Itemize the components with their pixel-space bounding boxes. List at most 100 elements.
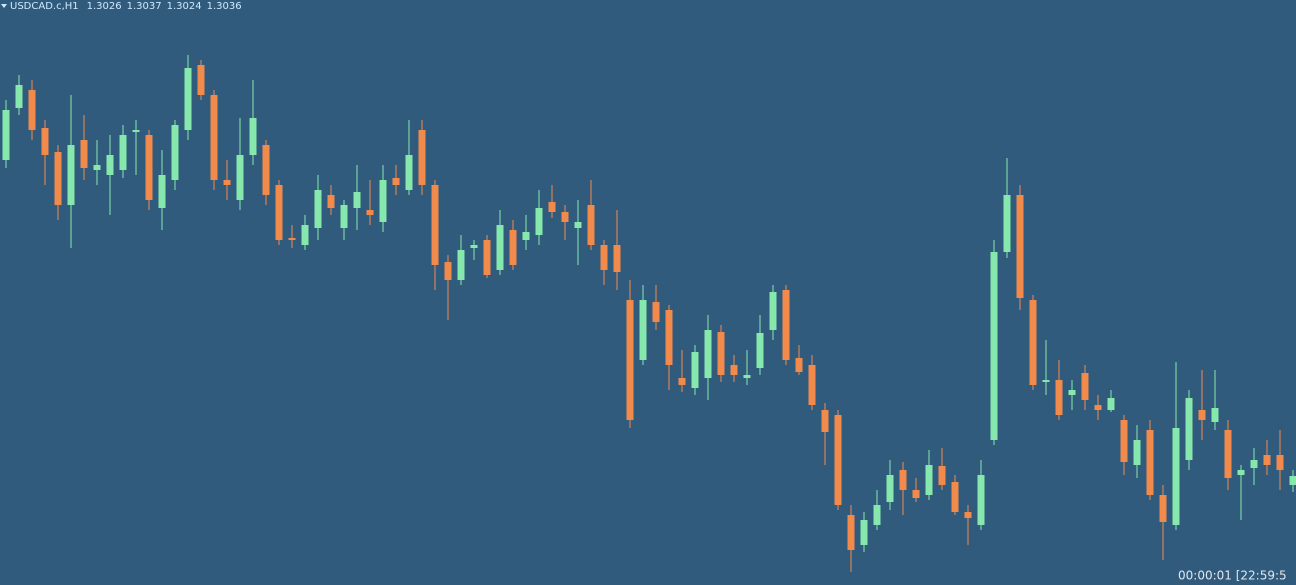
candle-body bbox=[665, 310, 673, 365]
candle-body bbox=[834, 415, 842, 505]
candle-body bbox=[782, 290, 790, 360]
header-value: 1.3036 bbox=[207, 1, 242, 12]
candle-body bbox=[1133, 440, 1141, 465]
candle-body bbox=[431, 185, 439, 265]
candle-body bbox=[132, 130, 140, 132]
candle-body bbox=[184, 68, 192, 130]
candle-body bbox=[15, 85, 23, 108]
candle-body bbox=[145, 135, 153, 200]
candle-body bbox=[509, 230, 517, 265]
candle-body bbox=[1224, 430, 1232, 478]
candle-body bbox=[912, 490, 920, 498]
header-value: 1.3024 bbox=[167, 1, 202, 12]
candle-body bbox=[1198, 410, 1206, 420]
candle-body bbox=[249, 118, 257, 155]
candle-body bbox=[600, 245, 608, 270]
candle-body bbox=[626, 300, 634, 420]
candle-body bbox=[1263, 455, 1271, 465]
candle-body bbox=[1146, 430, 1154, 495]
candle-body bbox=[652, 302, 660, 322]
candle-body bbox=[808, 365, 816, 405]
candle-body bbox=[1120, 420, 1128, 462]
candle-body bbox=[80, 140, 88, 168]
candle-body bbox=[405, 155, 413, 190]
candle-body bbox=[1029, 300, 1037, 385]
candle-body bbox=[418, 130, 426, 185]
candle-body bbox=[28, 90, 36, 130]
candle-body bbox=[1172, 428, 1180, 525]
candle-body bbox=[483, 240, 491, 275]
candle-body bbox=[314, 190, 322, 228]
candle-body bbox=[106, 155, 114, 175]
candle-body bbox=[730, 365, 738, 375]
candle-body bbox=[171, 125, 179, 180]
candle-body bbox=[990, 252, 998, 440]
candle-body bbox=[925, 465, 933, 495]
candle-body bbox=[41, 128, 49, 155]
candle-body bbox=[860, 520, 868, 545]
candle-body bbox=[704, 330, 712, 378]
candle-body bbox=[392, 178, 400, 185]
timer-label: 00:00:01 [22:59:5 bbox=[1178, 569, 1287, 583]
candle-body bbox=[119, 135, 127, 170]
candle-body bbox=[1107, 398, 1115, 410]
candle-body bbox=[561, 212, 569, 222]
candle-body bbox=[756, 333, 764, 368]
candle-body bbox=[821, 410, 829, 432]
candle-body bbox=[2, 110, 10, 160]
candle-body bbox=[886, 475, 894, 502]
candle-body bbox=[366, 210, 374, 215]
chart-title: USDCAD.c,H1 bbox=[10, 1, 79, 12]
candle-body bbox=[1250, 460, 1258, 468]
candle-body bbox=[951, 482, 959, 512]
candle-body bbox=[1042, 380, 1050, 382]
candle-body bbox=[938, 466, 946, 485]
candle-body bbox=[847, 515, 855, 550]
candle-body bbox=[1003, 195, 1011, 252]
candle-body bbox=[535, 208, 543, 235]
candle-body bbox=[340, 205, 348, 228]
candle-body bbox=[795, 358, 803, 372]
candle-body bbox=[93, 165, 101, 170]
candle-body bbox=[639, 300, 647, 360]
candle-body bbox=[496, 225, 504, 270]
candle-body bbox=[327, 195, 335, 208]
candle-body bbox=[522, 232, 530, 240]
candle-body bbox=[1237, 470, 1245, 475]
candle-body bbox=[613, 245, 621, 272]
candle-body bbox=[873, 505, 881, 525]
candle-body bbox=[470, 245, 478, 248]
candle-body bbox=[964, 512, 972, 518]
candle-body bbox=[899, 470, 907, 490]
candle-body bbox=[678, 378, 686, 385]
candle-body bbox=[158, 175, 166, 208]
candle-body bbox=[574, 222, 582, 228]
candle-body bbox=[379, 180, 387, 222]
candle-body bbox=[1094, 405, 1102, 410]
candle-body bbox=[288, 238, 296, 240]
header-value: 1.3037 bbox=[127, 1, 162, 12]
candle-body bbox=[769, 292, 777, 330]
candle-body bbox=[262, 145, 270, 195]
candle-body bbox=[444, 262, 452, 280]
candle-body bbox=[587, 205, 595, 245]
candle-body bbox=[1081, 373, 1089, 400]
header-value: 1.3026 bbox=[87, 1, 122, 12]
candle-body bbox=[275, 185, 283, 240]
candle-body bbox=[67, 145, 75, 205]
menu-arrow[interactable] bbox=[1, 4, 7, 8]
candle-body bbox=[1159, 495, 1167, 522]
candle-body bbox=[457, 250, 465, 280]
candle-body bbox=[54, 152, 62, 205]
candle-body bbox=[210, 95, 218, 180]
candle-body bbox=[1016, 195, 1024, 298]
candle-body bbox=[1055, 380, 1063, 415]
candle-body bbox=[977, 475, 985, 525]
candle-body bbox=[743, 375, 751, 378]
candle-body bbox=[236, 155, 244, 200]
candle-body bbox=[1211, 408, 1219, 422]
candle-body bbox=[1276, 455, 1284, 470]
